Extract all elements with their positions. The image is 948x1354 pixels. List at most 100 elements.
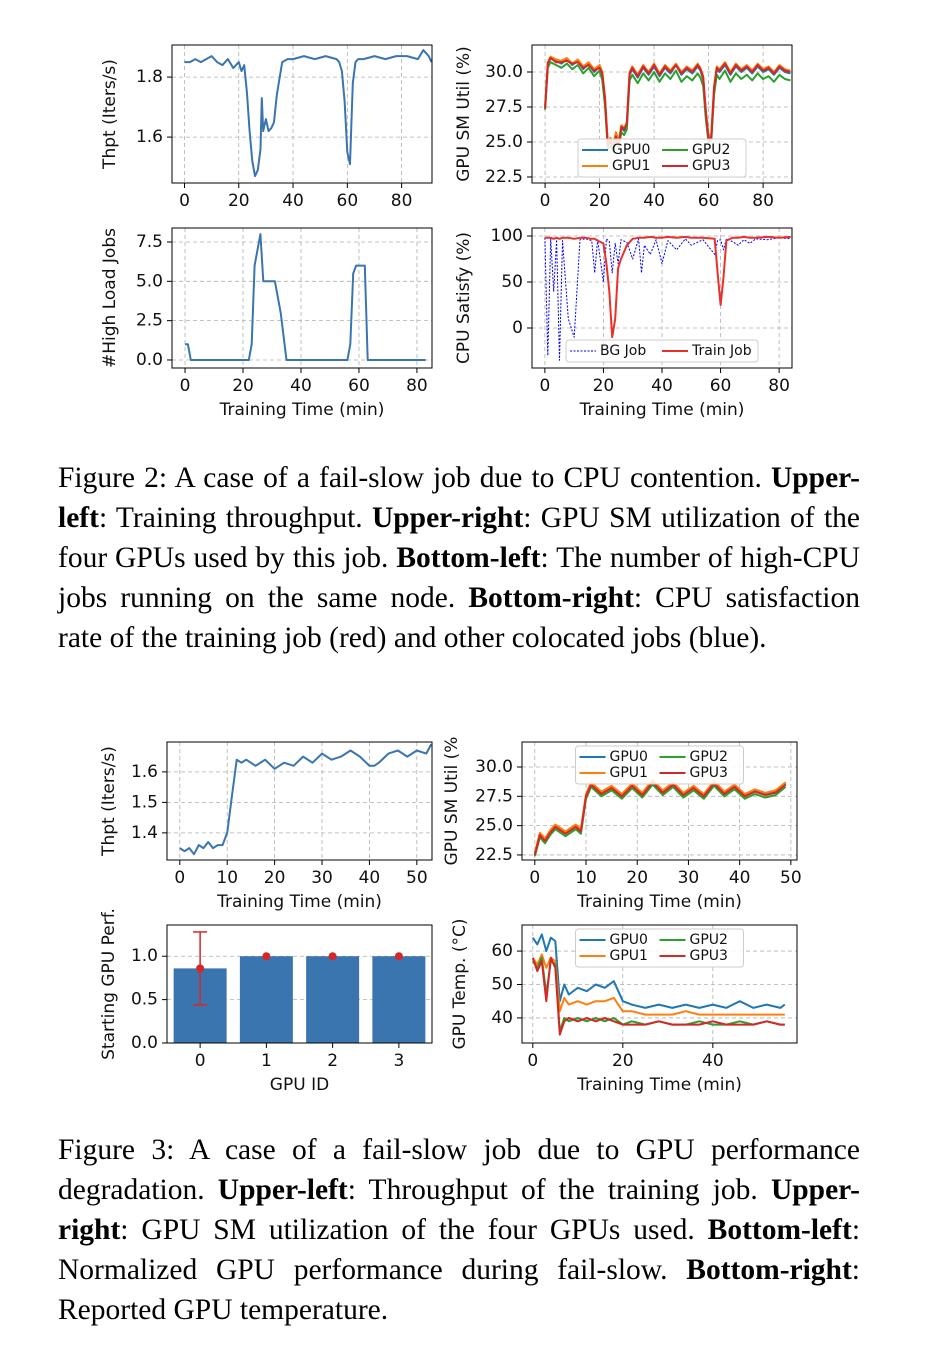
x-tick-label: 20 (626, 868, 648, 888)
y-tick-label: 0.0 (131, 1033, 158, 1053)
y-tick-label: 1.4 (131, 823, 158, 843)
chart: 1.4 1.5 1.6 0 10 20 30 40 50 Thpt (Iters/s) Traini… (99, 741, 433, 912)
chart: 0.0 2.5 5.0 7.5 0 20 40 60 80 #High Load Jobs Trai… (100, 227, 433, 420)
y-tick-label: 1.6 (136, 127, 163, 147)
chart: 22.5 25.0 27.5 30.0 0 20 40 60 80 GPU SM Util (%)… (454, 44, 793, 211)
plot-frame (171, 227, 433, 369)
y-axis-label: GPU Temp. (°C) (450, 918, 470, 1049)
y-tick-label: 22.5 (475, 845, 513, 865)
legend-label: GPU3 (690, 948, 728, 964)
y-axis-label: Starting GPU Perf. (99, 908, 119, 1060)
legend-label: GPU2 (690, 932, 728, 948)
chart: 0.0 0.5 1.0 0 1 2 3 Starting GPU Perf. GPU ID (99, 908, 433, 1095)
x-tick-label: 0 (529, 868, 540, 888)
x-tick-label: 20 (232, 376, 254, 396)
line (531, 956, 785, 1033)
legend-box (575, 928, 744, 968)
caption-text: : The number of high-CPU jobs running on… (58, 542, 860, 614)
y-tick-label: 25.0 (475, 816, 513, 836)
caption-text: : Normalized GPU performance during fail… (58, 1214, 861, 1286)
caption-key: Upper-left (58, 462, 860, 534)
legend-label: BG Job (600, 343, 646, 359)
y-tick-label: 1.5 (131, 792, 158, 812)
x-tick-label: 20 (612, 1051, 634, 1071)
caption-key: Upper-right (58, 1174, 860, 1246)
x-tick-label: 60 (710, 376, 732, 396)
error-point (394, 952, 403, 961)
chart: 40 50 60 0 20 40 GPU Temp. (°C) Training Time (… (450, 918, 798, 1095)
line (531, 933, 786, 1009)
x-tick-label: 0 (539, 376, 550, 396)
x-tick-label: 50 (780, 868, 802, 888)
line (544, 57, 791, 150)
x-tick-label: 60 (337, 191, 359, 211)
x-tick-label: 0 (174, 868, 185, 888)
x-tick-label: 3 (393, 1051, 404, 1071)
error-point (196, 964, 205, 973)
y-axis-label: GPU SM Util (% (442, 737, 462, 866)
y-tick-label: 27.5 (475, 786, 513, 806)
legend-label: GPU0 (610, 932, 648, 948)
legend-label: GPU1 (610, 948, 648, 964)
line (179, 743, 432, 856)
x-tick-label: 0 (527, 1051, 538, 1071)
bar (239, 956, 293, 1043)
x-axis-label: Training Time (min) (576, 892, 742, 912)
legend-box (575, 745, 744, 785)
x-tick-label: 40 (359, 868, 381, 888)
line (533, 781, 787, 856)
line (185, 233, 426, 361)
caption-text: : GPU SM utilization of the four GPUs us… (120, 1214, 695, 1246)
plot-frame (171, 44, 433, 184)
legend-label: GPU3 (690, 765, 728, 781)
y-axis-label: #High Load Jobs (100, 228, 120, 368)
x-tick-label: 40 (282, 191, 304, 211)
line (533, 778, 787, 853)
x-tick-label: 60 (698, 191, 720, 211)
legend-label: GPU0 (610, 749, 648, 765)
plot-frame (531, 227, 793, 369)
legend-label: Train Job (691, 343, 752, 359)
caption-label: Figure 2: A case of a fail-slow job due … (58, 462, 762, 494)
caption-key: Bottom-right (468, 582, 634, 614)
x-tick-label: 10 (575, 868, 597, 888)
x-tick-label: 80 (752, 191, 774, 211)
legend-label: GPU0 (612, 142, 650, 158)
plot-frame (166, 924, 433, 1044)
line (531, 956, 785, 1036)
x-tick-label: 10 (216, 868, 238, 888)
y-axis-label: GPU SM Util (%) (454, 46, 474, 182)
bar (306, 956, 360, 1043)
x-tick-label: 50 (406, 868, 428, 888)
y-tick-label: 7.5 (136, 232, 163, 252)
x-tick-label: 30 (311, 868, 333, 888)
caption-text: : Reported GPU temperature. (58, 1254, 860, 1326)
caption-text: : GPU SM utilization of the four GPUs us… (58, 502, 860, 574)
x-tick-label: 20 (264, 868, 286, 888)
y-tick-label: 30.0 (475, 757, 513, 777)
caption: Figure 3: A case of a fail-slow job due … (58, 1130, 860, 1330)
caption-text: : CPU satisfaction rate of the training … (58, 582, 860, 654)
error-point (262, 952, 271, 961)
y-tick-label: 0.5 (131, 990, 158, 1010)
caption-text: : Training throughput. (98, 502, 363, 534)
caption-text: : Throughput of the training job. (347, 1174, 758, 1206)
y-tick-label: 60 (491, 941, 513, 961)
plot-frame (531, 44, 793, 184)
y-tick-label: 0.0 (136, 350, 163, 370)
caption-key: Upper-right (371, 502, 524, 534)
x-tick-label: 80 (768, 376, 790, 396)
caption: Figure 2: A case of a fail-slow job due … (58, 458, 860, 658)
x-tick-label: 2 (327, 1051, 338, 1071)
x-tick-label: 40 (290, 376, 312, 396)
x-axis-label: Training Time (min) (219, 400, 385, 420)
y-tick-label: 0 (512, 318, 523, 338)
x-tick-label: 20 (593, 376, 615, 396)
y-tick-label: 50 (501, 272, 523, 292)
x-tick-label: 30 (678, 868, 700, 888)
line (533, 783, 787, 857)
y-tick-label: 5.0 (136, 271, 163, 291)
y-tick-label: 1.8 (136, 67, 163, 87)
x-tick-label: 60 (348, 376, 370, 396)
